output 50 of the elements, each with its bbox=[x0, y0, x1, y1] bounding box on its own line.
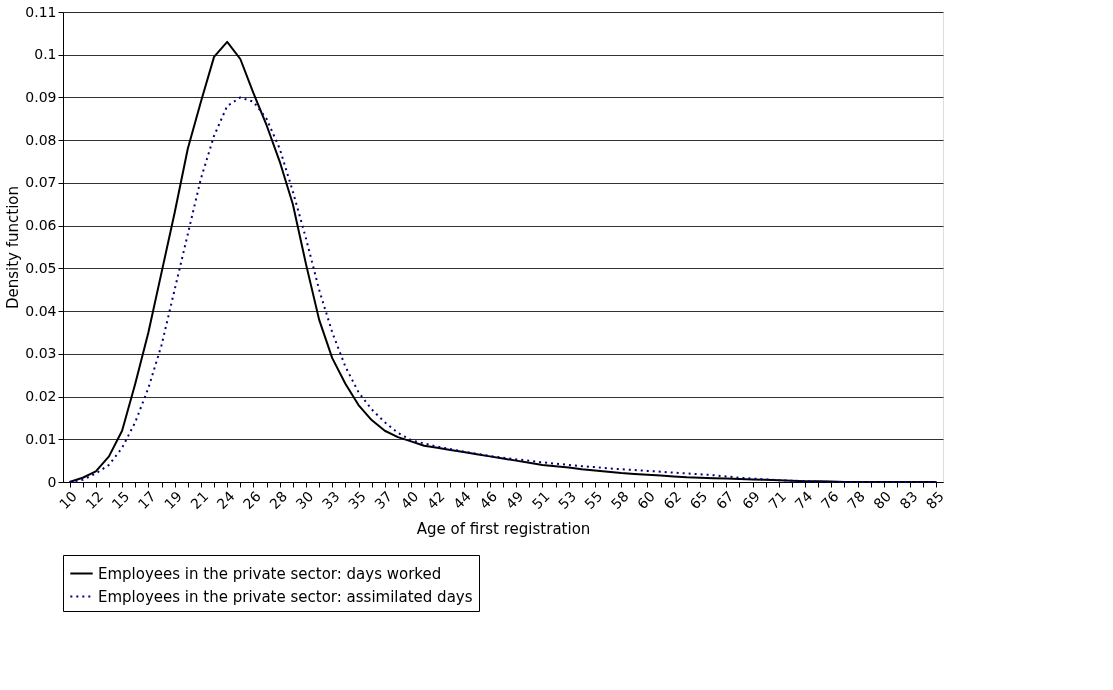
x-tick-label: 60 bbox=[633, 488, 658, 513]
y-tick-label: 0.03 bbox=[25, 345, 57, 362]
x-tick-label: 83 bbox=[896, 488, 921, 513]
y-tick-label: 0.1 bbox=[34, 46, 57, 63]
y-tick-label: 0.01 bbox=[25, 430, 57, 447]
x-tick-label: 46 bbox=[476, 488, 501, 513]
x-tick-label: 49 bbox=[502, 488, 527, 513]
x-tick-label: 85 bbox=[922, 488, 947, 513]
x-tick-label: 44 bbox=[450, 488, 475, 513]
x-axis-title: Age of first registration bbox=[416, 520, 591, 538]
y-tick-label: 0 bbox=[47, 473, 57, 490]
x-tick-label: 71 bbox=[765, 488, 790, 513]
x-tick-label: 19 bbox=[161, 488, 186, 513]
x-tick-label: 65 bbox=[686, 488, 711, 513]
y-tick-label: 0.09 bbox=[25, 88, 57, 105]
x-tick-label: 62 bbox=[660, 488, 685, 513]
y-tick-label: 0.06 bbox=[25, 217, 57, 234]
x-tick-label: 17 bbox=[134, 488, 159, 513]
x-tick-label: 35 bbox=[345, 488, 369, 513]
x-tick-label: 55 bbox=[581, 488, 606, 513]
x-tick-label: 74 bbox=[791, 488, 816, 513]
x-tick-label: 15 bbox=[108, 488, 133, 513]
y-tick-label: 0.08 bbox=[25, 131, 57, 148]
x-tick-label: 12 bbox=[82, 488, 107, 513]
x-tick-label: 58 bbox=[607, 488, 632, 513]
y-tick-label: 0.04 bbox=[25, 302, 57, 319]
y-tick-label: 0.05 bbox=[25, 259, 57, 276]
x-tick-label: 28 bbox=[266, 488, 291, 513]
x-tick-label: 30 bbox=[292, 488, 317, 513]
x-tick-label: 26 bbox=[239, 488, 264, 513]
x-tick-label: 78 bbox=[844, 488, 869, 513]
x-tick-label: 40 bbox=[397, 488, 422, 513]
x-tick-label: 42 bbox=[423, 488, 448, 513]
x-tick-label: 67 bbox=[712, 488, 737, 513]
legend-label: Employees in the private sector: days worked bbox=[98, 564, 442, 583]
y-axis-title: Density function bbox=[4, 185, 23, 310]
y-tick-label: 0.11 bbox=[25, 3, 57, 20]
x-tick-label: 37 bbox=[371, 488, 396, 513]
x-tick-label: 76 bbox=[817, 488, 842, 513]
x-tick-label: 69 bbox=[739, 488, 763, 513]
x-tick-label: 80 bbox=[870, 488, 895, 513]
x-tick-label: 53 bbox=[555, 488, 580, 513]
y-tick-label: 0.02 bbox=[25, 388, 57, 405]
x-tick-label: 51 bbox=[528, 488, 553, 513]
x-tick-label: 24 bbox=[213, 488, 238, 513]
x-tick-label: 21 bbox=[187, 488, 212, 513]
y-tick-label: 0.07 bbox=[25, 174, 57, 191]
legend-label: Employees in the private sector: assimilated days bbox=[98, 587, 473, 606]
x-tick-label: 33 bbox=[318, 488, 343, 513]
x-tick-label: 10 bbox=[56, 488, 80, 513]
